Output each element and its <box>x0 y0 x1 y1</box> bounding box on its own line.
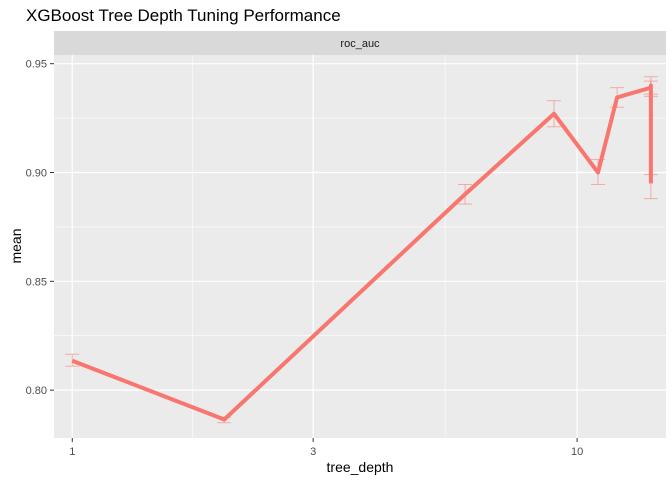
y-tick-label: 0.95 <box>26 59 47 71</box>
x-tick-label: 3 <box>310 446 316 458</box>
y-tick-label: 0.80 <box>26 385 47 397</box>
y-tick-label: 0.85 <box>26 276 47 288</box>
y-axis-title: mean <box>8 228 24 263</box>
grid-lines <box>54 55 666 438</box>
chart-title: XGBoost Tree Depth Tuning Performance <box>26 6 341 25</box>
x-tick-label: 10 <box>571 446 583 458</box>
axis-ticks <box>50 63 578 442</box>
y-tick-label: 0.90 <box>26 168 47 180</box>
tick-labels: 0.80 0.85 0.90 0.95 1 3 10 <box>26 59 584 458</box>
series-line <box>71 83 653 422</box>
x-axis-title: tree_depth <box>327 459 394 475</box>
facet-strip <box>54 31 666 55</box>
facet-strip-label: roc_auc <box>340 38 380 50</box>
plot-panel <box>54 55 666 438</box>
x-tick-label: 1 <box>69 446 75 458</box>
error-bar <box>65 353 80 367</box>
series-lines <box>71 83 653 422</box>
